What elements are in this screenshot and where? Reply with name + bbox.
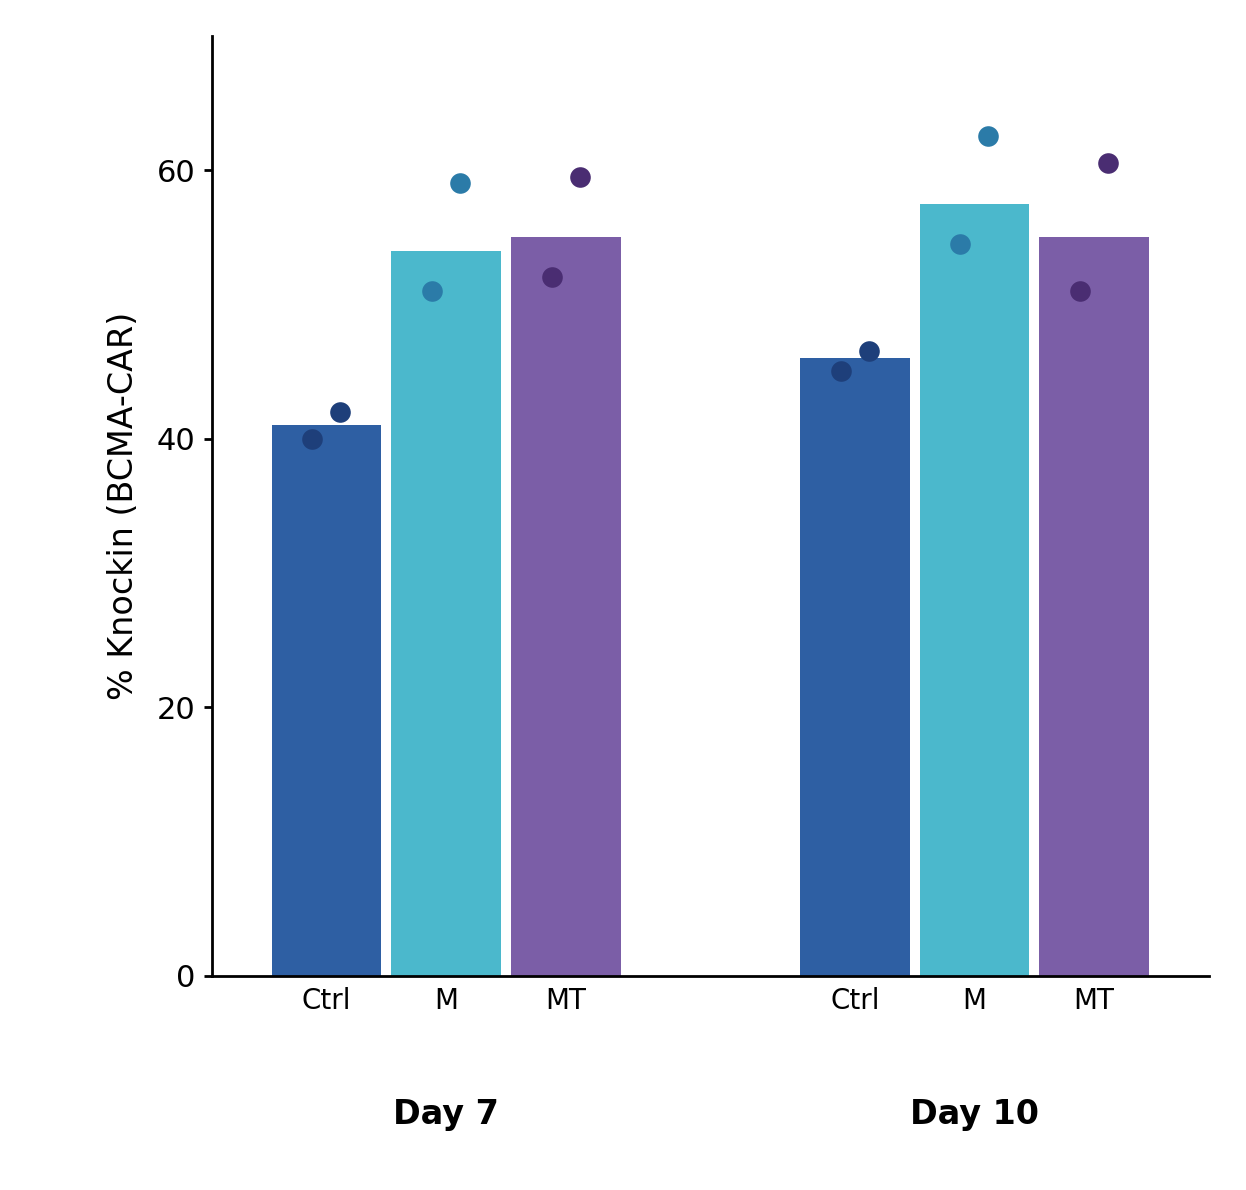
Bar <box>920 203 1029 976</box>
Point <box>330 402 350 421</box>
Y-axis label: % Knockin (BCMA-CAR): % Knockin (BCMA-CAR) <box>107 312 140 700</box>
Bar <box>511 237 621 976</box>
Bar <box>1039 237 1149 976</box>
Bar <box>391 251 501 976</box>
Point <box>450 174 470 193</box>
Point <box>831 362 851 381</box>
Point <box>422 281 442 300</box>
Point <box>978 127 998 146</box>
Text: Day 7: Day 7 <box>394 1098 498 1130</box>
Point <box>569 167 589 186</box>
Bar <box>800 358 910 976</box>
Point <box>303 430 323 449</box>
Bar <box>272 425 381 976</box>
Point <box>1070 281 1090 300</box>
Point <box>1098 154 1118 173</box>
Point <box>542 268 562 287</box>
Text: Day 10: Day 10 <box>910 1098 1039 1130</box>
Point <box>858 342 878 361</box>
Point <box>951 234 971 253</box>
